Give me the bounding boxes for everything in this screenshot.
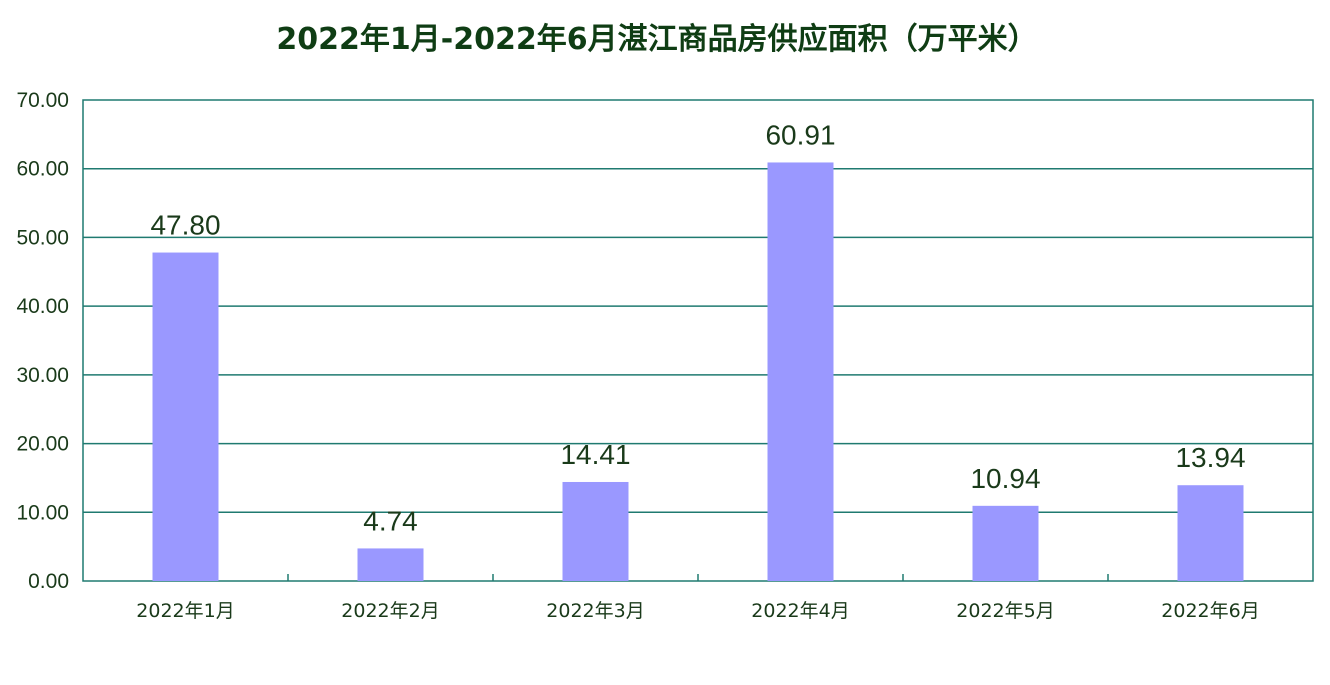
- bar: [972, 505, 1039, 581]
- bar: [562, 481, 629, 581]
- x-tick-label: 2022年3月: [546, 600, 644, 622]
- y-tick-label: 40.00: [16, 295, 69, 318]
- bar: [767, 162, 834, 581]
- bar: [152, 252, 219, 581]
- gridlines: [83, 167, 1313, 514]
- y-tick-label: 10.00: [16, 501, 69, 524]
- plot-frame: [82, 99, 1314, 582]
- x-tick-label: 2022年1月: [136, 600, 234, 622]
- data-label: 13.94: [1175, 442, 1245, 473]
- data-label: 47.80: [150, 210, 220, 241]
- bars: 47.80 4.74 14.41 60.91 10.94 13.94: [150, 119, 1246, 581]
- y-tick-label: 20.00: [16, 433, 69, 456]
- chart-title: 2022年1月-2022年6月湛江商品房供应面积（万平米）: [276, 22, 1038, 57]
- x-axis-ticks: 2022年1月 2022年2月 2022年3月 2022年4月 2022年5月 2022年…: [136, 574, 1260, 622]
- data-label: 14.41: [560, 439, 630, 470]
- y-tick-label: 70.00: [16, 89, 69, 112]
- y-tick-label: 0.00: [28, 570, 69, 593]
- y-tick-label: 50.00: [16, 226, 69, 249]
- data-label: 60.91: [765, 119, 835, 150]
- x-tick-label: 2022年4月: [751, 600, 849, 622]
- data-label: 4.74: [363, 505, 418, 536]
- x-tick-label: 2022年2月: [341, 600, 439, 622]
- x-tick-label: 2022年6月: [1161, 600, 1259, 622]
- y-tick-label: 30.00: [16, 364, 69, 387]
- x-tick-label: 2022年5月: [956, 600, 1054, 622]
- y-axis-ticks: 0.00 10.00 20.00 30.00 40.00 50.00 60.00 70.00: [16, 89, 69, 593]
- bar: [357, 548, 424, 581]
- data-label: 10.94: [970, 463, 1040, 494]
- y-tick-label: 60.00: [16, 158, 69, 181]
- bar: [1177, 485, 1244, 581]
